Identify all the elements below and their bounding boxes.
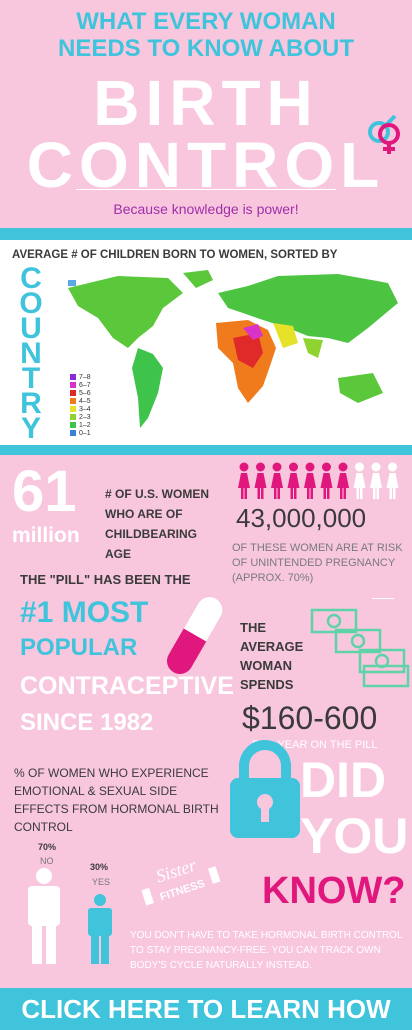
cta-button[interactable]: CLICK HERE TO LEARN HOW xyxy=(21,994,391,1024)
legend-label: 0–1 xyxy=(79,430,91,437)
woman-icon xyxy=(320,462,333,499)
spend-amount: $160-600 xyxy=(242,700,378,736)
people-icons xyxy=(28,868,112,964)
pill-line: POPULAR xyxy=(20,634,138,661)
pill-intro: THE "PILL" HAS BEEN THE xyxy=(20,572,191,587)
woman-icon xyxy=(238,462,250,499)
dyk-line: YOU xyxy=(300,808,409,864)
subtitle: Because knowledge is power! xyxy=(113,201,299,217)
stripe xyxy=(0,228,412,240)
dyk-text: YOU DON'T HAVE TO TAKE HORMONAL BIRTH CO… xyxy=(130,930,403,971)
woman-icon xyxy=(353,462,366,499)
woman-icon xyxy=(271,462,283,499)
big-line: BIRTH xyxy=(93,67,319,139)
side-effects-label: % OF WOMEN WHO EXPERIENCE EMOTIONAL & SE… xyxy=(14,766,219,834)
title-line: WHAT EVERY WOMAN xyxy=(76,8,336,35)
logo: Sister FITNESS xyxy=(141,854,221,906)
legend-label: 3–4 xyxy=(79,406,91,413)
woman-icon xyxy=(304,462,316,499)
map-side-word: COUNTRY xyxy=(19,262,43,445)
women-label: # OF U.S. WOMEN WHO ARE OF CHILDBEARING … xyxy=(105,487,210,561)
legend-label: 6–7 xyxy=(79,382,91,389)
money-icon xyxy=(310,608,410,688)
women-number: 61 xyxy=(12,459,77,524)
map-legend: 7–8 6–7 5–6 4–5 3–4 2–3 1–2 0–1 xyxy=(70,374,91,437)
legend-label: 1–2 xyxy=(79,422,91,429)
stripe xyxy=(0,445,412,455)
title: WHAT EVERY WOMAN NEEDS TO KNOW ABOUT xyxy=(0,8,412,62)
woman-icon xyxy=(287,462,300,499)
big-title: BIRTH CONTROL xyxy=(0,67,412,201)
dyk-line: DID xyxy=(300,752,387,808)
legend-label: 2–3 xyxy=(79,414,91,421)
legend-label: 4–5 xyxy=(79,398,91,405)
pill-line: #1 MOST xyxy=(20,596,149,629)
title-line: NEEDS TO KNOW ABOUT xyxy=(57,35,354,62)
pill-icon xyxy=(167,596,223,674)
map-heading: AVERAGE # OF CHILDREN BORN TO WOMEN, SOR… xyxy=(12,249,338,261)
no-percent: 70% xyxy=(38,842,57,852)
woman-icon xyxy=(337,462,349,499)
world-map: 7–8 6–7 5–6 4–5 3–4 2–3 1–2 0–1 xyxy=(68,270,398,437)
pill-line: CONTRACEPTIVE xyxy=(20,672,234,700)
divider xyxy=(76,189,336,190)
risk-number: 43,000,000 xyxy=(236,503,367,533)
woman-icon xyxy=(370,462,382,499)
women-icons xyxy=(238,462,399,499)
big-line: CONTROL xyxy=(26,129,386,201)
pill-line: SINCE 1982 xyxy=(20,709,154,736)
legend-label: 7–8 xyxy=(79,374,91,381)
legend-label: 5–6 xyxy=(79,390,91,397)
divider xyxy=(372,598,394,599)
gender-icon xyxy=(368,114,400,154)
dyk-line: KNOW? xyxy=(262,870,406,912)
footer: CLICK HERE TO LEARN HOW xyxy=(0,988,412,1030)
yes-label: YES xyxy=(92,877,111,887)
lock-icon xyxy=(230,740,300,838)
risk-label: OF THESE WOMEN ARE AT RISK OF UNINTENDED… xyxy=(232,542,403,584)
woman-icon xyxy=(386,462,399,499)
women-unit: million xyxy=(12,524,80,547)
yes-percent: 30% xyxy=(90,862,109,872)
woman-icon xyxy=(254,462,267,499)
spend-label: THE AVERAGE WOMAN SPENDS xyxy=(240,620,304,692)
no-label: NO xyxy=(40,856,54,866)
